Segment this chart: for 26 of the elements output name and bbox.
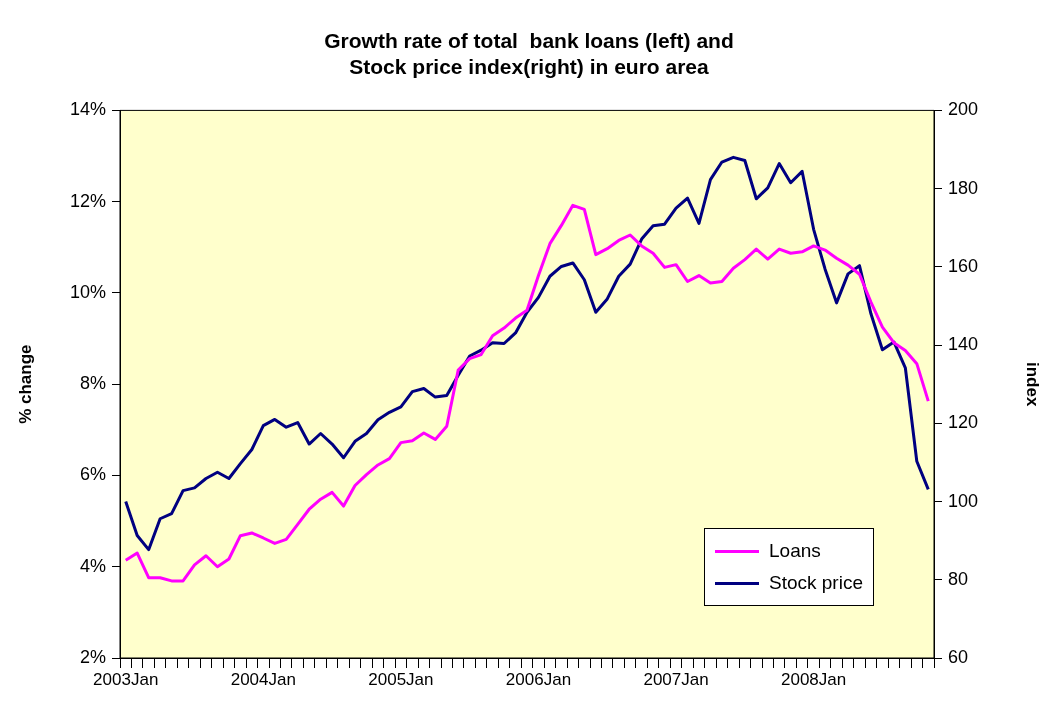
y2-tick-label: 180 [948, 177, 979, 198]
y-tick-label: 14% [69, 99, 106, 120]
y-tick-label: 2% [79, 646, 106, 667]
y2-tick-label: 80 [948, 568, 969, 589]
y-tick-label: 8% [79, 373, 106, 394]
y2-tick-label: 60 [948, 646, 969, 667]
legend-label: Stock price [769, 572, 863, 594]
y2-tick-label: 140 [948, 334, 979, 355]
x-tick-label: 2006Jan [505, 669, 572, 689]
y-axis-title: % change [15, 344, 35, 424]
y2-tick-label: 100 [948, 490, 979, 511]
x-tick-label: 2004Jan [230, 669, 296, 689]
y-tick-label: 4% [79, 555, 106, 576]
x-tick-label: 2005Jan [368, 669, 434, 689]
x-tick-label: 2003Jan [93, 669, 159, 689]
x-tick-label: 2007Jan [643, 669, 709, 689]
y-tick-label: 12% [69, 190, 106, 211]
y2-tick-label: 120 [948, 412, 979, 433]
y2-tick-label: 160 [948, 255, 979, 276]
y-tick-label: 6% [79, 464, 106, 485]
y2-tick-label: 200 [948, 99, 979, 120]
y2-axis-title: index [1023, 362, 1043, 407]
chart-title: Growth rate of total bank loans (left) and Stock price index(right) in euro area [324, 29, 734, 78]
y-tick-label: 10% [69, 281, 106, 302]
x-tick-label: 2008Jan [781, 669, 847, 689]
legend-label: Loans [769, 540, 821, 562]
